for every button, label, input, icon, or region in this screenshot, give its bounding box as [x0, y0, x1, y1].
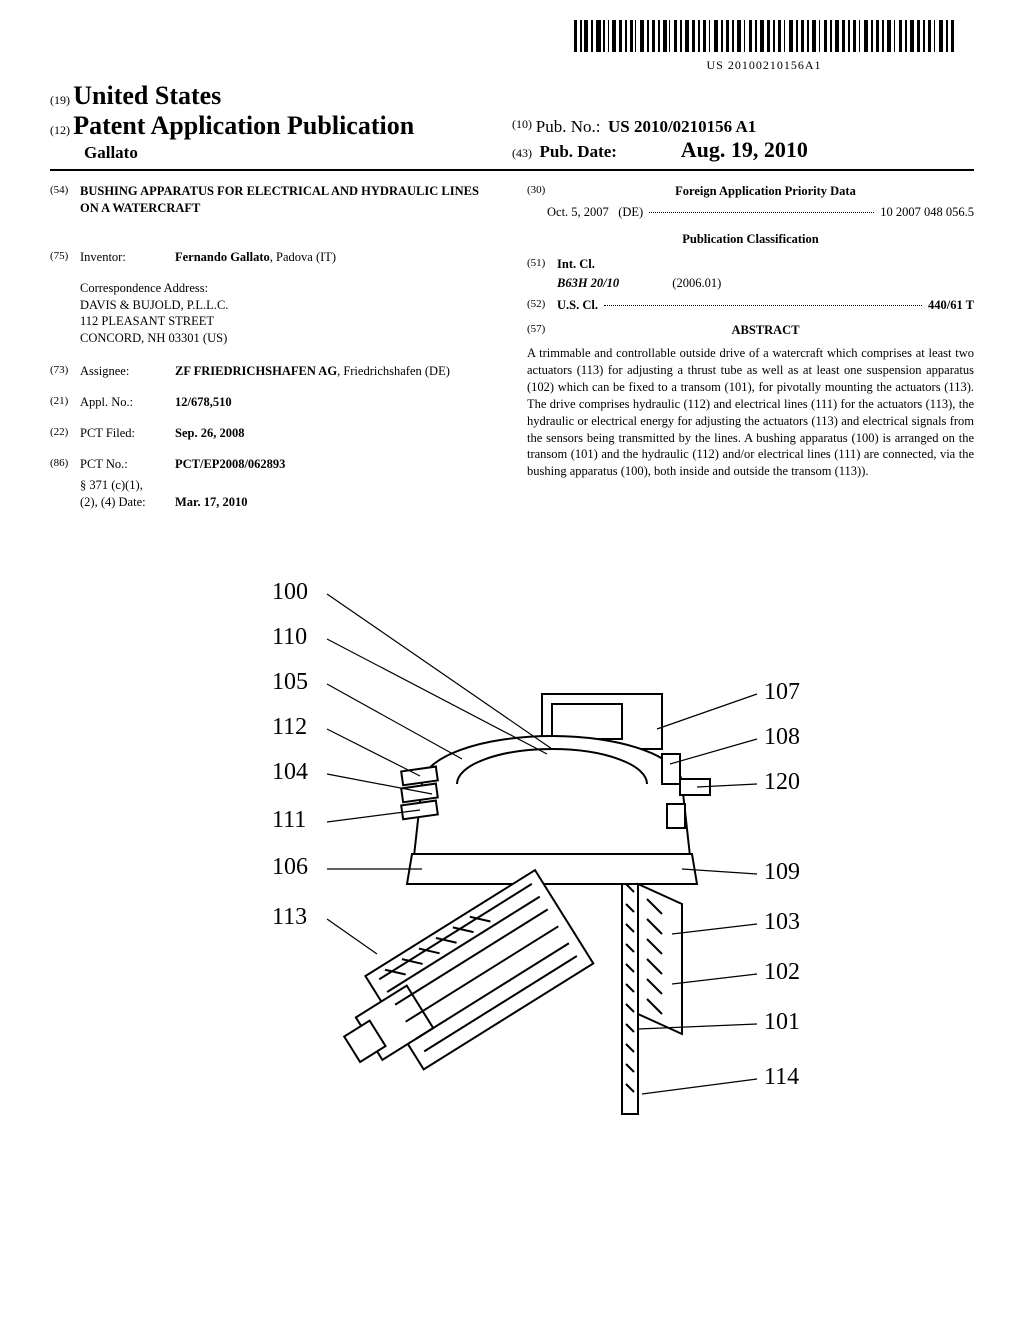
- fig-label-112: 112: [272, 714, 307, 740]
- pub-class-heading: Publication Classification: [527, 231, 974, 248]
- correspondence: Correspondence Address: DAVIS & BUJOLD, …: [80, 280, 497, 348]
- fig-label-106: 106: [272, 854, 308, 880]
- fig-label-104: 104: [272, 759, 308, 785]
- pub-date-prefix: (43): [512, 146, 532, 160]
- pub-title: Patent Application Publication: [73, 111, 414, 140]
- foreign-cc: (DE): [618, 204, 643, 221]
- appl-no: 12/678,510: [175, 394, 232, 411]
- int-cl-label: Int. Cl.: [557, 256, 595, 273]
- pct-filed: Sep. 26, 2008: [175, 425, 244, 442]
- num-73: (73): [50, 363, 80, 380]
- int-cl-year: (2006.01): [672, 276, 721, 290]
- fig-label-105: 105: [272, 669, 308, 695]
- fig-label-109: 109: [764, 859, 800, 885]
- corr3: CONCORD, NH 03301 (US): [80, 330, 497, 347]
- foreign-no: 10 2007 048 056.5: [880, 204, 974, 221]
- pub-no-prefix: (10): [512, 117, 532, 137]
- patent-figure: 100 110 105 112 104 111 106 113 107 108 …: [152, 554, 872, 1154]
- prefix-pub: (12): [50, 123, 70, 137]
- corr-label: Correspondence Address:: [80, 280, 497, 297]
- num-57: (57): [527, 322, 557, 339]
- num-51: (51): [527, 256, 557, 273]
- divider: [50, 169, 974, 171]
- fig-label-113: 113: [272, 904, 307, 930]
- s371-label2: (2), (4) Date:: [80, 494, 175, 511]
- pub-no: US 2010/0210156 A1: [608, 117, 756, 137]
- corr1: DAVIS & BUJOLD, P.L.L.C.: [80, 297, 497, 314]
- fig-label-103: 103: [764, 909, 800, 935]
- pub-no-label: Pub. No.:: [536, 117, 601, 137]
- s371-label: § 371 (c)(1),: [80, 477, 175, 494]
- col-left: (54) BUSHING APPARATUS FOR ELECTRICAL AN…: [50, 183, 497, 524]
- num-75: (75): [50, 249, 80, 266]
- abstract-heading: ABSTRACT: [557, 322, 974, 339]
- barcode-bars: [574, 20, 954, 52]
- barcode-area: US 20100210156A1: [50, 20, 974, 73]
- invention-title: BUSHING APPARATUS FOR ELECTRICAL AND HYD…: [80, 183, 497, 217]
- header: (19) United States (12) Patent Applicati…: [50, 81, 974, 163]
- num-52: (52): [527, 297, 557, 314]
- num-22: (22): [50, 425, 80, 442]
- pct-filed-label: PCT Filed:: [80, 425, 175, 442]
- author: Gallato: [84, 143, 512, 163]
- fig-label-110: 110: [272, 624, 307, 650]
- fig-label-114: 114: [764, 1064, 799, 1090]
- fig-label-111: 111: [272, 807, 306, 833]
- dot-fill-2: [604, 297, 922, 306]
- country: United States: [73, 81, 221, 110]
- corr2: 112 PLEASANT STREET: [80, 313, 497, 330]
- inventor-loc: , Padova (IT): [270, 250, 336, 264]
- num-86: (86): [50, 456, 80, 473]
- fig-label-100: 100: [272, 579, 308, 605]
- pct-no: PCT/EP2008/062893: [175, 456, 285, 473]
- appl-label: Appl. No.:: [80, 394, 175, 411]
- assignee-label: Assignee:: [80, 363, 175, 380]
- num-54: (54): [50, 183, 80, 235]
- abstract: A trimmable and controllable outside dri…: [527, 345, 974, 480]
- fig-label-102: 102: [764, 959, 800, 985]
- col-right: (30) Foreign Application Priority Data O…: [527, 183, 974, 524]
- num-21: (21): [50, 394, 80, 411]
- pub-date-label: Pub. Date:: [540, 142, 617, 161]
- figure-area: 100 110 105 112 104 111 106 113 107 108 …: [50, 554, 974, 1154]
- fig-label-120: 120: [764, 769, 800, 795]
- barcode-text: US 20100210156A1: [574, 58, 954, 73]
- pct-no-label: PCT No.:: [80, 456, 175, 473]
- fig-label-101: 101: [764, 1009, 800, 1035]
- pub-date: Aug. 19, 2010: [681, 137, 808, 162]
- foreign-date: Oct. 5, 2007: [547, 204, 609, 221]
- fig-label-108: 108: [764, 724, 800, 750]
- us-cl-label: U.S. Cl.: [557, 297, 598, 314]
- body-columns: (54) BUSHING APPARATUS FOR ELECTRICAL AN…: [50, 183, 974, 524]
- fig-label-107: 107: [764, 679, 800, 705]
- s371-date: Mar. 17, 2010: [175, 494, 247, 511]
- assignee: ZF FRIEDRICHSHAFEN AG: [175, 364, 337, 378]
- int-cl-code: B63H 20/10: [557, 276, 619, 290]
- assignee-loc: , Friedrichshafen (DE): [337, 364, 450, 378]
- us-cl-val: 440/61 T: [928, 297, 974, 314]
- foreign-heading: Foreign Application Priority Data: [557, 183, 974, 200]
- inventor-label: Inventor:: [80, 249, 175, 266]
- barcode: US 20100210156A1: [574, 20, 954, 73]
- prefix-country: (19): [50, 93, 70, 107]
- dot-fill: [649, 204, 874, 213]
- num-30: (30): [527, 183, 557, 200]
- inventor: Fernando Gallato: [175, 250, 270, 264]
